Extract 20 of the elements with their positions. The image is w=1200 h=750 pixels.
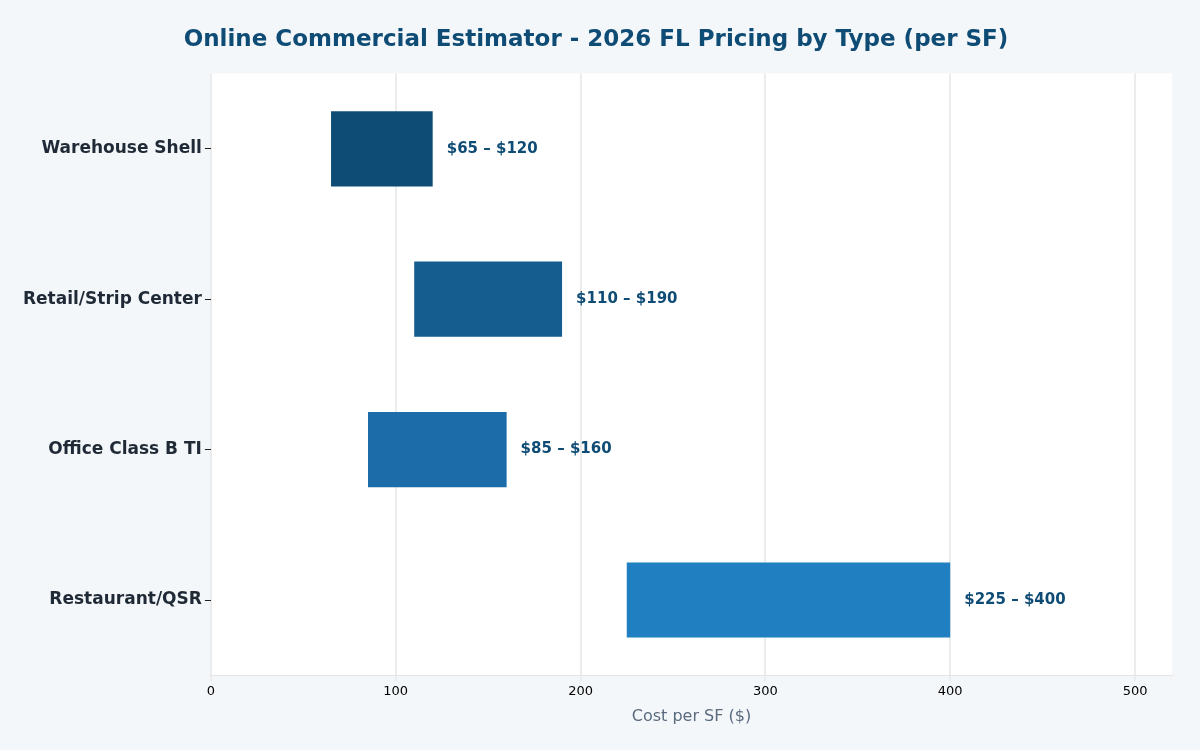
bar	[331, 111, 433, 187]
chart-title: Online Commercial Estimator - 2026 FL Pricing by Type (per SF)	[183, 24, 1009, 51]
y-tick-label: Office Class B TI	[48, 438, 202, 459]
y-tick-label: Retail/Strip Center	[22, 287, 203, 308]
x-tick-label: 200	[568, 683, 593, 699]
bar	[368, 412, 507, 488]
annotation: $225 – $400	[964, 589, 1066, 608]
x-tick-label: 0	[206, 683, 216, 699]
annotation: $85 – $160	[520, 439, 612, 458]
y-tick-label: Restaurant/QSR	[49, 588, 202, 609]
x-axis-title: Cost per SF ($)	[631, 705, 752, 725]
x-tick-label: 400	[937, 683, 963, 699]
x-tick-label: 500	[1122, 683, 1148, 699]
bar	[414, 261, 563, 337]
y-tick-label: Warehouse Shell	[41, 137, 202, 158]
annotation: $110 – $190	[576, 289, 678, 308]
x-tick-label: 300	[752, 683, 778, 699]
x-tick-label: 100	[383, 683, 409, 699]
annotation: $65 – $120	[446, 138, 538, 157]
bar	[626, 562, 951, 638]
